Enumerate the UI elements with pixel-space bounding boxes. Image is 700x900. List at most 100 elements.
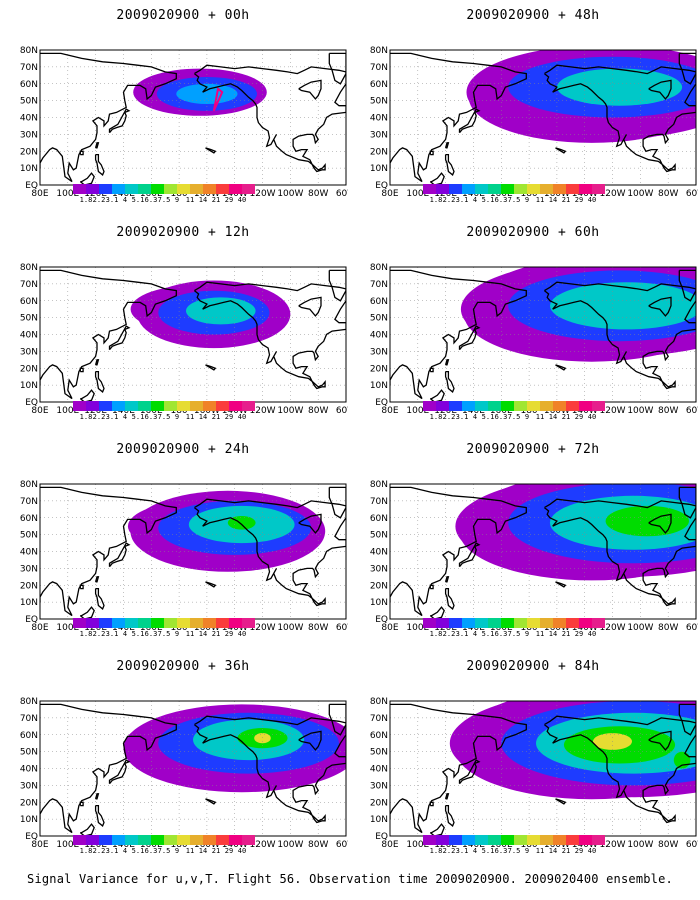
- colorbar-label: 11: [535, 630, 545, 638]
- colorbar-swatch: [475, 401, 488, 411]
- lon-tick-label: 120E: [434, 406, 457, 416]
- lon-tick-label: 160E: [490, 189, 513, 199]
- lon-tick-label: 100W: [277, 840, 303, 850]
- lat-tick-label: 50N: [370, 531, 388, 541]
- lat-tick-label: 30N: [20, 130, 38, 140]
- lat-tick-label: 30N: [370, 130, 388, 140]
- lat-tick-label: 30N: [370, 564, 388, 574]
- map-panel: 2009020900 + 12h 80N 70N 60N 50N 40N 30N 20N 10N…: [18, 225, 348, 440]
- colorbar-label: 6.3: [144, 630, 158, 638]
- lat-tick-label: EQ: [375, 832, 388, 842]
- colorbar-label: 29: [574, 847, 584, 855]
- lat-tick-label: 40N: [20, 114, 38, 124]
- colorbar-swatch: [164, 184, 177, 194]
- lon-tick-label: 120E: [84, 840, 107, 850]
- colorbar-label: 2.2: [92, 847, 106, 855]
- colorbar-label: 9: [174, 847, 180, 855]
- colorbar-swatch: [203, 835, 216, 845]
- colorbar-swatch: [423, 401, 436, 411]
- colorbar-swatch: [592, 618, 605, 628]
- lon-tick-label: 60W: [336, 406, 348, 416]
- lon-tick-label: 80W: [658, 623, 678, 633]
- lon-tick-label: 100E: [56, 406, 79, 416]
- figure-caption: Signal Variance for u,v,T. Flight 56. Ob…: [27, 872, 673, 886]
- colorbar-swatch: [125, 401, 138, 411]
- lat-tick-label: 80N: [370, 697, 388, 707]
- lon-tick-label: 60W: [336, 623, 348, 633]
- colorbar-label: 7.5: [507, 196, 521, 204]
- lat-tick-label: 40N: [370, 548, 388, 558]
- colorbar-label: 5.1: [481, 847, 495, 855]
- colorbar-label: 5.1: [131, 630, 145, 638]
- lon-tick-label: 160W: [194, 840, 220, 850]
- lat-tick-label: 60N: [370, 80, 388, 90]
- lon-tick-label: 160W: [194, 189, 220, 199]
- lon-tick-label: 100W: [627, 840, 653, 850]
- colorbar-swatch: [501, 618, 514, 628]
- lat-tick-label: 60N: [20, 80, 38, 90]
- lat-tick-label: 20N: [20, 147, 38, 157]
- colorbar-label: 29: [224, 413, 234, 421]
- colorbar-label: 4: [472, 413, 478, 421]
- colorbar-swatch: [475, 835, 488, 845]
- lat-tick-label: 70N: [370, 497, 388, 507]
- lon-tick-label: 100E: [56, 840, 79, 850]
- colorbar-swatch: [138, 835, 151, 845]
- colorbar-label: 7.5: [157, 847, 171, 855]
- colorbar-swatch: [553, 401, 566, 411]
- lat-tick-label: 80N: [20, 263, 38, 273]
- colorbar-swatch: [540, 184, 553, 194]
- colorbar-swatch: [449, 618, 462, 628]
- lat-tick-label: 30N: [370, 781, 388, 791]
- colorbar-swatch: [164, 618, 177, 628]
- lon-tick-label: 140E: [462, 623, 485, 633]
- colorbar-swatch: [86, 618, 99, 628]
- lon-tick-label: 140E: [112, 406, 135, 416]
- colorbar-label: 7.5: [507, 847, 521, 855]
- lon-tick-label: 80W: [658, 840, 678, 850]
- colorbar-swatch: [488, 835, 501, 845]
- colorbar-swatch: [190, 401, 203, 411]
- lon-tick-label: 140W: [222, 840, 248, 850]
- lat-tick-label: 80N: [20, 697, 38, 707]
- colorbar-swatch: [462, 835, 475, 845]
- colorbar-swatch: [592, 184, 605, 194]
- colorbar-label: 14: [548, 413, 558, 421]
- panel-title: 2009020900 + 60h: [466, 225, 600, 240]
- colorbar-label: 29: [574, 196, 584, 204]
- lon-tick-label: 140E: [112, 623, 135, 633]
- colorbar-label: 40: [237, 196, 247, 204]
- colorbar-swatch: [229, 184, 242, 194]
- lon-tick-label: 80E: [31, 189, 48, 199]
- colorbar-swatch: [151, 618, 164, 628]
- colorbar-label: 3.1: [455, 630, 469, 638]
- colorbar-label: 7.5: [157, 413, 171, 421]
- colorbar-swatch: [216, 401, 229, 411]
- lon-tick-label: 140W: [572, 406, 598, 416]
- lat-tick-label: EQ: [25, 832, 38, 842]
- lon-tick-label: 160E: [490, 406, 513, 416]
- colorbar-swatch: [125, 618, 138, 628]
- colorbar-swatch: [177, 401, 190, 411]
- colorbar-swatch: [216, 835, 229, 845]
- lat-tick-label: 30N: [370, 347, 388, 357]
- colorbar-swatch: [151, 184, 164, 194]
- colorbar-swatch: [514, 618, 527, 628]
- colorbar-swatch: [579, 401, 592, 411]
- lon-tick-label: 140W: [222, 406, 248, 416]
- colorbar-swatch: [514, 401, 527, 411]
- colorbar-swatch: [99, 401, 112, 411]
- colorbar-label: 3.1: [455, 196, 469, 204]
- colorbar-label: 14: [198, 413, 208, 421]
- colorbar-swatch: [488, 184, 501, 194]
- lon-tick-label: 160W: [194, 623, 220, 633]
- colorbar-label: 11: [185, 847, 195, 855]
- lon-tick-label: 60W: [686, 840, 698, 850]
- colorbar-label: 6.3: [144, 413, 158, 421]
- colorbar-swatch: [462, 618, 475, 628]
- lat-tick-label: EQ: [25, 181, 38, 191]
- colorbar-label: 6.3: [494, 630, 508, 638]
- lon-tick-label: 160E: [140, 406, 163, 416]
- lon-tick-label: 80E: [381, 189, 398, 199]
